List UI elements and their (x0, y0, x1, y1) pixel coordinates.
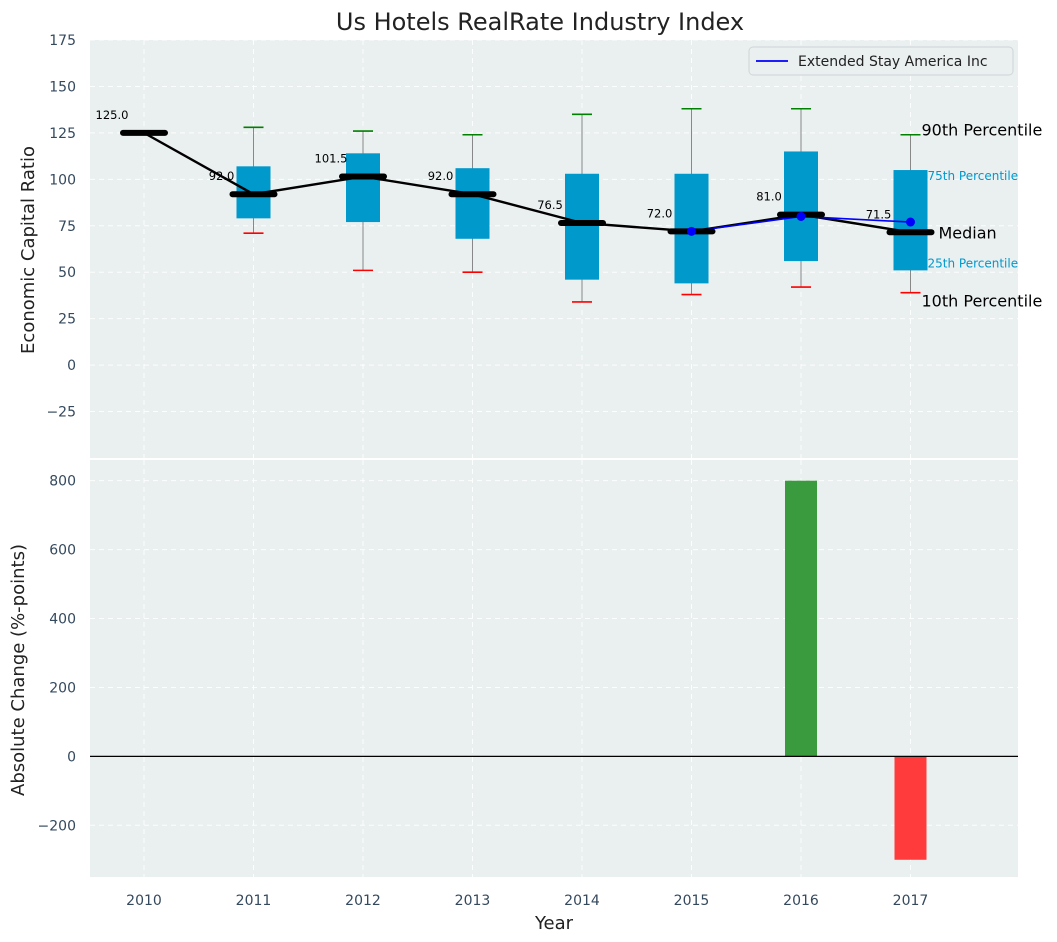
company-point (796, 211, 806, 221)
box-iqr (784, 151, 818, 262)
chart-title: Us Hotels RealRate Industry Index (336, 8, 744, 36)
x-tick-label: 2015 (674, 893, 710, 909)
x-axis-label: Year (534, 913, 574, 934)
median-value-label: 92.0 (428, 169, 454, 183)
top-panel: 175 150 125 100 75 50 25 0 −25 125.0 92.0 101.5 92.0… (46, 33, 1042, 458)
median-value-label: 76.5 (537, 198, 563, 212)
x-tick-label: 2016 (783, 893, 819, 909)
legend-entry: Extended Stay America Inc (798, 54, 988, 70)
company-point (687, 226, 696, 236)
top-y-tick-label: 75 (58, 219, 76, 235)
box-iqr (346, 153, 380, 223)
x-tick-label: 2017 (893, 893, 929, 909)
bottom-y-axis-label: Absolute Change (%-points) (8, 544, 29, 796)
annotation-median: Median (939, 223, 997, 242)
legend-box (748, 46, 1014, 76)
annotation-75th: 75th Percentile (928, 169, 1019, 183)
box-iqr (455, 168, 490, 239)
top-y-tick-label: 175 (49, 33, 76, 49)
median-value-label: 71.5 (866, 207, 892, 221)
company-point (906, 217, 915, 227)
top-y-tick-label: 0 (67, 358, 76, 374)
top-y-tick-label: 100 (49, 172, 76, 188)
x-tick-label: 2010 (126, 893, 162, 909)
x-tick-label: 2012 (345, 893, 381, 909)
top-y-tick-label: 50 (58, 265, 76, 281)
top-y-tick-label: 25 (58, 312, 76, 328)
x-tick-label: 2013 (455, 893, 491, 909)
top-y-tick-label: 125 (49, 126, 76, 142)
bottom-y-tick-label: 200 (49, 680, 76, 696)
legend: Extended Stay America Inc (748, 46, 1014, 76)
top-plot-area (90, 40, 1018, 458)
bottom-panel: 800 600 400 200 0 −200 2010 2011 2012 2013 2014 201… (38, 460, 1018, 909)
change-bar (785, 480, 817, 757)
bottom-y-tick-label: 400 (49, 612, 76, 628)
bottom-y-tick-label: 800 (49, 474, 76, 490)
annotation-25th: 25th Percentile (928, 256, 1019, 270)
x-tick-label: 2014 (564, 893, 600, 909)
top-y-tick-label: 150 (49, 79, 76, 95)
median-value-label: 72.0 (647, 206, 673, 220)
annotation-10th: 10th Percentile (922, 292, 1043, 311)
top-y-tick-label: −25 (46, 405, 76, 421)
annotation-90th: 90th Percentile (922, 121, 1043, 140)
top-y-axis-label: Economic Capital Ratio (18, 146, 39, 354)
bottom-y-tick-label: 600 (49, 543, 76, 559)
x-tick-label: 2011 (236, 893, 272, 909)
bottom-y-tick-label: −200 (38, 818, 76, 834)
change-bar (894, 756, 927, 860)
median-value-label: 101.5 (315, 152, 348, 166)
median-value-label: 125.0 (96, 108, 129, 122)
bottom-y-tick-label: 0 (67, 749, 76, 765)
box-iqr (565, 173, 599, 280)
median-value-label: 92.0 (209, 169, 235, 183)
bottom-plot-area (90, 460, 1018, 877)
median-value-label: 81.0 (756, 190, 782, 204)
